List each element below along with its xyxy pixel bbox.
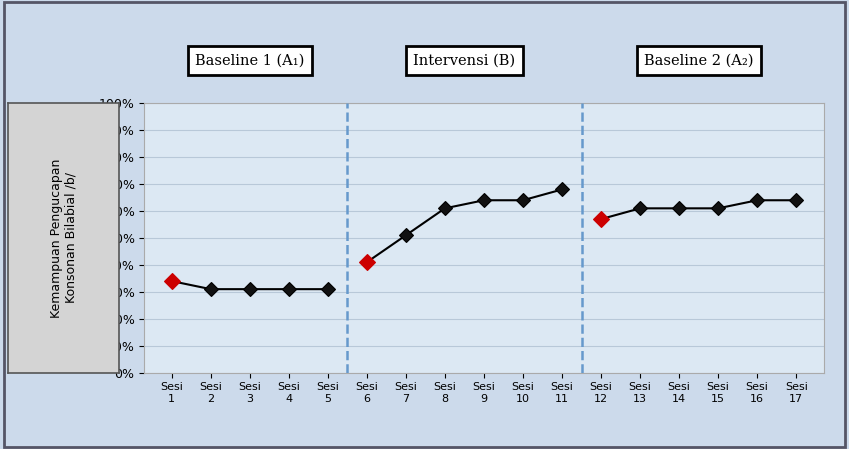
Text: Intervensi (B): Intervensi (B) [413,53,515,68]
Text: Baseline 1 (A₁): Baseline 1 (A₁) [195,53,305,68]
Text: Kemampuan Pengucapan
Konsonan Bilabial /b/: Kemampuan Pengucapan Konsonan Bilabial /… [50,158,77,317]
Text: Baseline 2 (A₂): Baseline 2 (A₂) [644,53,753,68]
